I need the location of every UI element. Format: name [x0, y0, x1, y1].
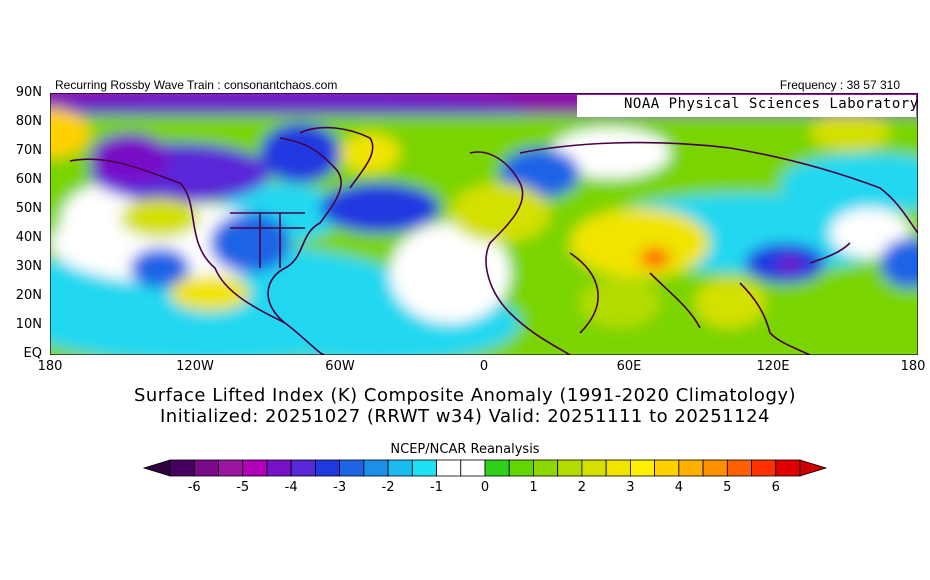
watermark-box: [577, 95, 916, 117]
colorbar-tick-label: 3: [626, 480, 635, 495]
colorbar-tick-label: 0: [480, 480, 490, 495]
colorbar-swatch: [775, 459, 801, 477]
colorbar-swatch: [193, 459, 219, 477]
colorbar-tick-label: -5: [236, 480, 250, 495]
colorbar-swatch: [314, 459, 341, 477]
colorbar-tick-label: -1: [430, 480, 444, 495]
coastlines: [69, 126, 918, 355]
map-subtitle: Initialized: 20251027 (RRWT w34) Valid: …: [160, 406, 770, 427]
lat-label-eq: EQ: [23, 346, 42, 361]
colorbar-swatch: [702, 459, 728, 477]
colorbar-swatch: [339, 459, 365, 477]
colorbar-arrow-max: [799, 459, 828, 477]
lon-label-180w: 180: [37, 359, 63, 374]
lon-label-60e: 60E: [616, 359, 642, 374]
anomaly-field: [50, 93, 918, 355]
colorbar-swatch: [169, 459, 195, 477]
header-frequency: Frequency : 38 57 310: [779, 78, 900, 92]
colorbar-swatch: [605, 459, 631, 477]
lon-label-0: 0: [479, 359, 489, 374]
colorbar-swatch: [678, 459, 704, 477]
colorbar-swatch: [557, 459, 583, 477]
colorbar-swatch: [436, 459, 462, 477]
colorbar-swatch: [411, 459, 437, 477]
colorbar-tick-label: -6: [187, 480, 201, 495]
lon-label-180e: 180: [900, 359, 926, 374]
map-title: Surface Lifted Index (K) Composite Anoma…: [133, 385, 797, 406]
colorbar-tick-label: 5: [723, 480, 732, 495]
colorbar-arrow-min: [142, 459, 171, 477]
colorbar-tick-label: 4: [674, 480, 683, 495]
colorbar-swatch: [751, 459, 777, 477]
lon-label-120w: 120W: [176, 359, 214, 374]
colorbar-tick-label: 2: [577, 480, 587, 495]
lat-label-40n: 40N: [15, 230, 42, 245]
colorbar-tick-label: -2: [381, 480, 395, 495]
colorbar-swatch: [266, 459, 292, 477]
anomaly-map: [50, 93, 918, 355]
lat-label-70n: 70N: [15, 143, 42, 158]
lat-label-90n: 90N: [15, 85, 42, 100]
lon-label-60w: 60W: [325, 359, 355, 374]
lat-label-30n: 30N: [15, 259, 42, 274]
colorbar-swatch: [387, 459, 413, 477]
colorbar-swatch: [484, 459, 510, 477]
data-source-label: NCEP/NCAR Reanalysis: [390, 442, 540, 457]
colorbar: [142, 459, 828, 477]
lat-label-20n: 20N: [15, 288, 42, 303]
lat-label-60n: 60N: [15, 172, 42, 187]
colorbar-swatch: [242, 459, 268, 477]
lat-label-80n: 80N: [15, 114, 42, 129]
lat-label-10n: 10N: [15, 317, 42, 332]
lon-label-120e: 120E: [756, 359, 790, 374]
colorbar-swatch: [508, 459, 534, 477]
lat-label-50n: 50N: [15, 201, 42, 216]
colorbar-tick-label: -3: [333, 480, 347, 495]
colorbar-tick-label: 1: [529, 480, 538, 495]
colorbar-swatch: [654, 459, 680, 477]
colorbar-swatch: [363, 459, 389, 477]
header-attribution: Recurring Rossby Wave Train : consonantc…: [55, 78, 338, 92]
colorbar-swatch: [460, 459, 486, 477]
colorbar-swatch: [533, 459, 559, 477]
colorbar-swatch: [629, 459, 656, 477]
colorbar-swatch: [726, 459, 752, 477]
colorbar-tick-label: -4: [284, 480, 298, 495]
colorbar-swatch: [290, 459, 316, 477]
colorbar-swatch: [581, 459, 607, 477]
watermark-text: NOAA Physical Sciences Laboratory: [624, 96, 919, 112]
colorbar-tick-label: 6: [771, 480, 780, 495]
colorbar-swatch: [218, 459, 244, 477]
